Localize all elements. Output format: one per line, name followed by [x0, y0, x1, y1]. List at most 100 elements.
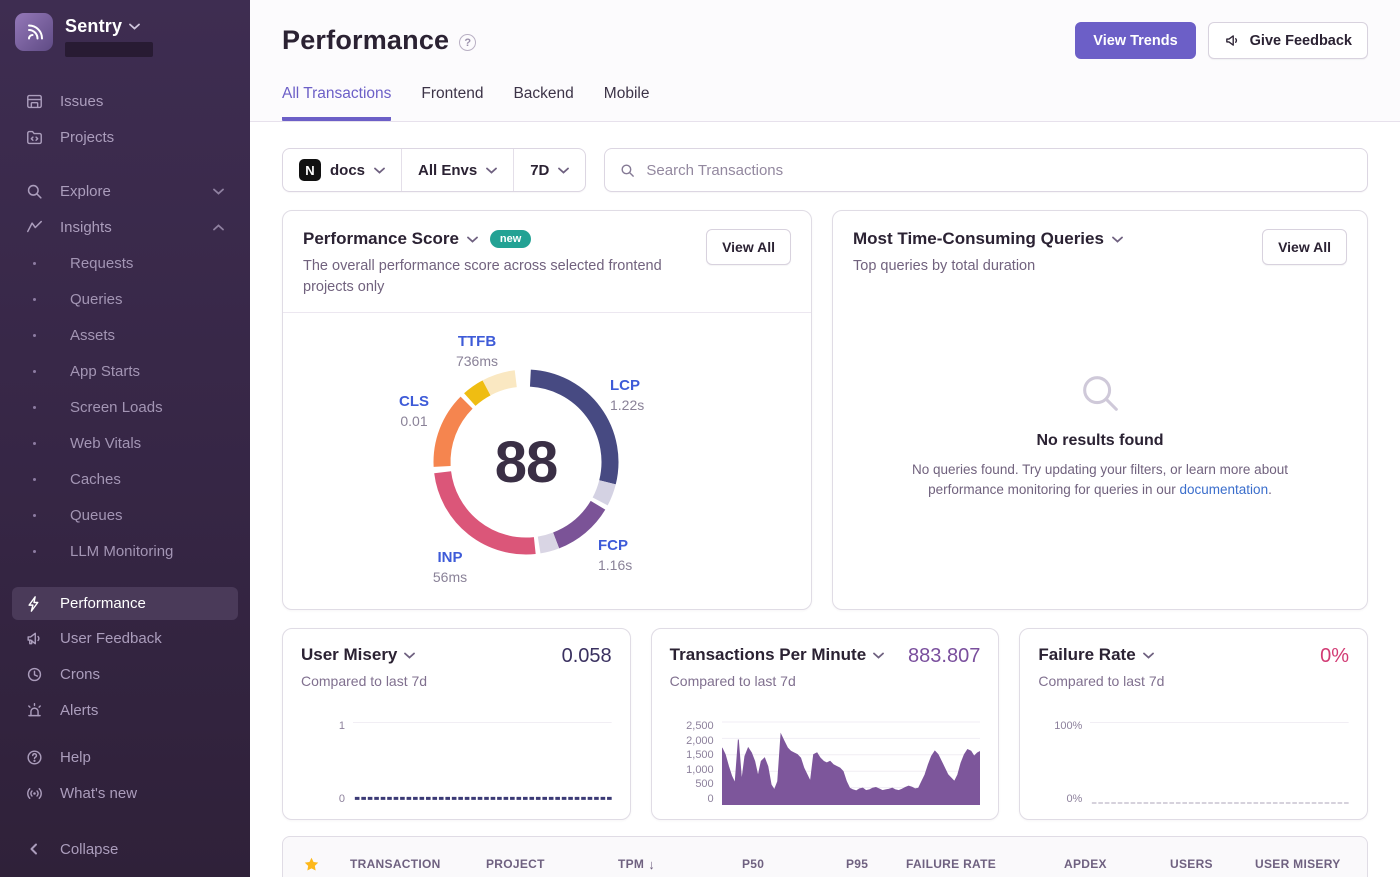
vital-label-inp[interactable]: INP 56ms [432, 549, 468, 586]
sidebar-item-user-feedback[interactable]: User Feedback [12, 620, 238, 656]
bullet-icon [33, 513, 36, 517]
performance-score-dropdown[interactable]: Performance Score new [303, 229, 706, 249]
sidebar-item-web-vitals[interactable]: Web Vitals [12, 425, 238, 461]
documentation-link[interactable]: documentation [1179, 482, 1269, 497]
sidebar-item-label: Requests [70, 254, 134, 272]
sidebar-item-llm-monitoring[interactable]: LLM Monitoring [12, 533, 238, 569]
column-header-failure-rate[interactable]: FAILURE RATE [906, 857, 997, 871]
sidebar-item-requests[interactable]: Requests [12, 245, 238, 281]
web-vitals-donut: 88 [431, 367, 621, 557]
column-header-tpm[interactable]: TPM ↓ [618, 856, 656, 872]
queries-dropdown[interactable]: Most Time-Consuming Queries [853, 229, 1262, 249]
sidebar-item-queues[interactable]: Queues [12, 497, 238, 533]
bullet-icon [33, 549, 36, 553]
failure-rate-card: Failure Rate 0% Compared to last 7d 100%… [1019, 628, 1369, 820]
column-header-p95[interactable]: P95 [846, 857, 869, 871]
tpm-chart: 2,500 2,000 1,500 1,000 500 0 [652, 689, 999, 819]
help-tooltip-icon[interactable]: ? [459, 34, 477, 51]
project-selector-value: docs [330, 161, 366, 179]
empty-state: No results found No queries found. Try u… [833, 291, 1367, 609]
chevron-down-icon [374, 167, 385, 174]
sidebar-item-caches[interactable]: Caches [12, 461, 238, 497]
chevron-left-icon [24, 839, 44, 859]
tab-backend[interactable]: Backend [513, 85, 574, 102]
tab-mobile[interactable]: Mobile [603, 85, 650, 102]
column-header-users[interactable]: USERS [1170, 857, 1213, 871]
card-subtitle: Compared to last 7d [1038, 673, 1165, 689]
card-title: Most Time-Consuming Queries [853, 229, 1104, 248]
environment-selector-value: All Envs [418, 161, 478, 179]
project-selector[interactable]: N docs [283, 149, 401, 191]
org-name-redacted [65, 42, 153, 57]
collapse-sidebar-button[interactable]: Collapse [12, 831, 238, 867]
vital-label-lcp[interactable]: LCP 1.22s [610, 377, 645, 414]
chevron-down-icon [467, 236, 478, 243]
sidebar-item-queries[interactable]: Queries [12, 281, 238, 317]
vital-label-fcp[interactable]: FCP 1.16s [598, 537, 633, 574]
tpm-dropdown[interactable]: Transactions Per Minute [670, 645, 885, 665]
sentry-logo[interactable] [15, 13, 53, 51]
user-misery-dropdown[interactable]: User Misery [301, 645, 416, 665]
line-chart [353, 722, 612, 800]
sidebar-item-projects[interactable]: Projects [12, 119, 238, 155]
column-header-apdex[interactable]: APDEX [1064, 857, 1107, 871]
star-column-header[interactable] [303, 856, 350, 873]
sidebar-item-insights[interactable]: Insights [12, 209, 238, 245]
megaphone-icon [24, 628, 44, 648]
tab-frontend[interactable]: Frontend [421, 85, 484, 102]
column-header-transaction[interactable]: TRANSACTION [350, 857, 441, 871]
brand-name: Sentry [65, 16, 123, 36]
chevron-down-icon [1112, 236, 1123, 243]
sidebar-item-screen-loads[interactable]: Screen Loads [12, 389, 238, 425]
search-input[interactable] [646, 161, 1353, 179]
area-chart [721, 721, 981, 805]
vital-label-cls[interactable]: CLS 0.01 [399, 393, 429, 430]
sidebar-item-app-starts[interactable]: App Starts [12, 353, 238, 389]
sidebar-item-label: Help [60, 748, 91, 766]
megaphone-icon [1225, 35, 1237, 46]
user-misery-chart: 1 0 [283, 689, 630, 819]
sidebar-item-label: User Feedback [60, 629, 162, 647]
sidebar-item-explore[interactable]: Explore [12, 173, 238, 209]
header-actions: View Trends Give Feedback [1075, 22, 1368, 59]
tab-all-transactions[interactable]: All Transactions [282, 85, 392, 121]
sidebar-item-alerts[interactable]: Alerts [12, 692, 238, 728]
vital-label-ttfb[interactable]: TTFB 736ms [455, 333, 499, 370]
org-dropdown[interactable]: Sentry [65, 16, 153, 37]
broadcast-icon [24, 783, 44, 803]
sidebar-item-label: Assets [70, 326, 116, 344]
sidebar-item-issues[interactable]: Issues [12, 83, 238, 119]
bullet-icon [33, 405, 36, 409]
performance-score-chart: 88 TTFB 736ms LCP 1.22s CLS 0.01 [283, 312, 811, 609]
column-header-p50[interactable]: P50 [742, 857, 765, 871]
queries-card: Most Time-Consuming Queries Top queries … [832, 210, 1368, 610]
chevron-down-icon [486, 167, 498, 174]
sidebar-item-assets[interactable]: Assets [12, 317, 238, 353]
explore-search-icon [24, 181, 44, 201]
failure-rate-chart: 100% 0% [1020, 689, 1367, 819]
search-empty-icon [1083, 375, 1118, 411]
column-header-user-misery[interactable]: USER MISERY [1255, 857, 1341, 871]
date-range-selector[interactable]: 7D [514, 149, 585, 191]
sidebar-item-label: Projects [60, 128, 115, 146]
line-chart [1090, 722, 1350, 804]
sort-descending-icon: ↓ [648, 856, 656, 872]
y-axis: 1 0 [338, 720, 345, 805]
donut-ring [433, 369, 619, 555]
view-trends-button[interactable]: View Trends [1075, 22, 1196, 59]
search-transactions-box [604, 148, 1368, 192]
view-all-button[interactable]: View All [706, 229, 791, 265]
give-feedback-button[interactable]: Give Feedback [1207, 22, 1368, 59]
environment-selector[interactable]: All Envs [402, 149, 513, 191]
sidebar-item-whats-new[interactable]: What's new [12, 775, 238, 811]
projects-icon [24, 127, 44, 147]
widgets-row-2: User Misery 0.058 Compared to last 7d 1 … [250, 610, 1400, 820]
y-axis: 100% 0% [1054, 720, 1083, 805]
view-all-button[interactable]: View All [1262, 229, 1347, 265]
sidebar-item-help[interactable]: Help [12, 739, 238, 775]
widgets-row-1: Performance Score new The overall perfor… [250, 192, 1400, 610]
column-header-project[interactable]: PROJECT [486, 857, 545, 871]
failure-rate-dropdown[interactable]: Failure Rate [1038, 645, 1154, 665]
sidebar-item-performance[interactable]: Performance [12, 587, 238, 620]
sidebar-item-crons[interactable]: Crons [12, 656, 238, 692]
